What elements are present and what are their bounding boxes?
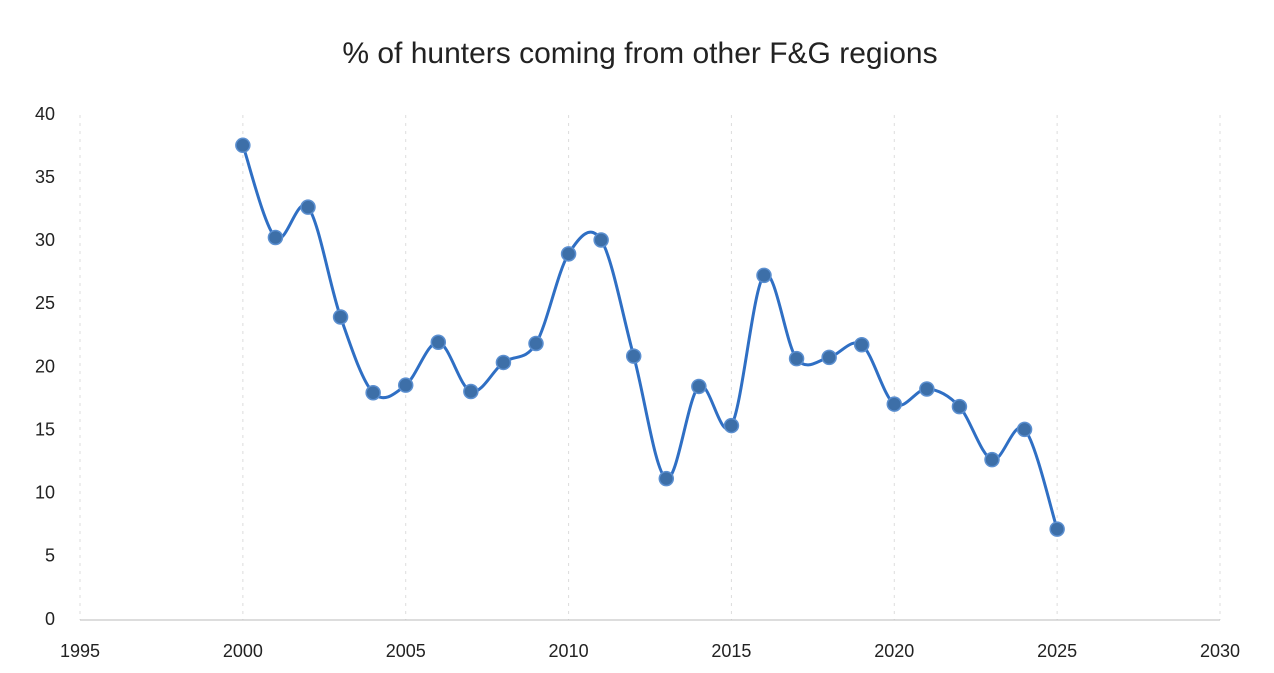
data-point [593,232,609,248]
data-point [332,309,349,325]
data-point [560,246,577,262]
y-tick-label: 5 [45,546,55,566]
data-point [756,267,772,284]
x-tick-label: 2025 [1037,641,1077,661]
data-point [430,334,447,350]
x-tick-label: 2010 [549,641,589,661]
y-tick-label: 40 [35,104,55,124]
data-point [853,337,870,353]
data-point [528,335,544,352]
data-point [300,199,316,215]
data-point [463,383,479,400]
y-tick-label: 25 [35,293,55,313]
data-point [1049,521,1065,537]
x-tick-label: 2015 [711,641,751,661]
data-point [267,229,284,246]
data-point [691,378,707,395]
y-tick-label: 30 [35,230,55,250]
x-tick-label: 2020 [874,641,914,661]
chart-title: % of hunters coming from other F&G regio… [342,37,937,70]
data-point [788,350,805,367]
y-tick-label: 10 [35,483,55,503]
data-point [886,396,903,412]
data-point [365,385,381,401]
x-tick-label: 1995 [60,641,100,661]
data-point [984,451,1000,468]
data-point [723,417,740,434]
data-point [919,381,935,397]
x-tick-label: 2030 [1200,641,1240,661]
data-point [625,348,642,364]
data-point [951,398,968,415]
data-point [495,354,512,371]
x-tick-label: 2005 [386,641,426,661]
y-tick-label: 0 [45,609,55,629]
data-point [1016,421,1033,438]
data-point [821,349,837,366]
y-tick-label: 20 [35,356,55,376]
data-point [235,137,251,154]
data-point [397,377,414,393]
y-tick-label: 15 [35,419,55,439]
y-tick-label: 35 [35,167,55,187]
data-point [658,470,675,487]
x-tick-label: 2000 [223,641,263,661]
